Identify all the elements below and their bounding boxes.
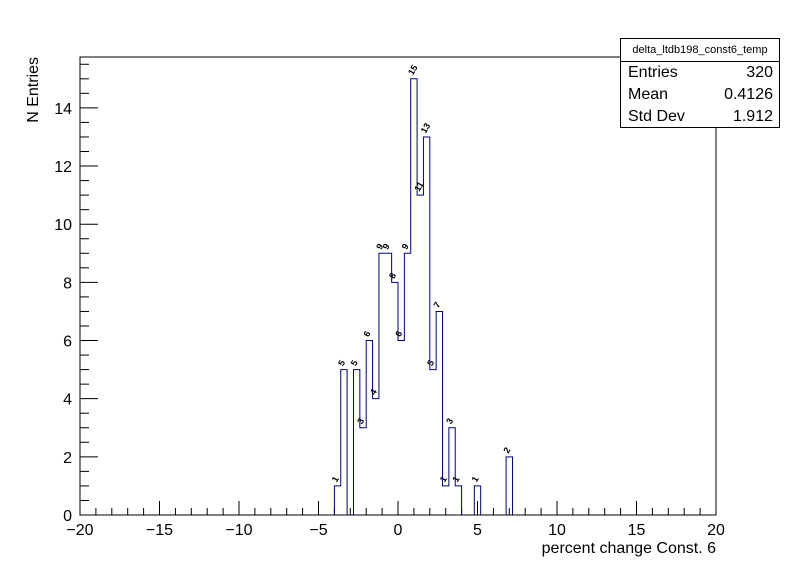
- stats-row-stddev: Std Dev 1.912: [621, 106, 779, 128]
- bin-count-label: 15: [406, 63, 420, 77]
- y-axis-title: N Entries: [25, 57, 42, 123]
- y-tick-label: 10: [54, 217, 72, 234]
- y-tick-label: 4: [63, 392, 72, 409]
- bin-count-label: 6: [361, 329, 372, 338]
- bin-count-label: 5: [336, 358, 347, 367]
- y-tick-labels: 0 2 4 6 8 10 12 14: [54, 101, 72, 525]
- y-tick-label: 0: [63, 508, 72, 525]
- y-tick-label: 12: [54, 159, 72, 176]
- histogram-outline: [333, 78, 513, 515]
- bin-count-label: 5: [349, 358, 360, 367]
- x-minor-ticks: [79, 501, 717, 515]
- bin-count-label: 1: [470, 475, 481, 484]
- y-minor-ticks: [80, 63, 98, 516]
- bin-count-label: 3: [444, 416, 455, 425]
- bin-count-label: 2: [501, 445, 512, 454]
- x-tick-label: −20: [66, 522, 93, 539]
- x-tick-label: 15: [628, 522, 646, 539]
- bin-count-label: 11: [412, 180, 425, 193]
- y-tick-label: 2: [63, 450, 72, 467]
- x-tick-label: 20: [707, 522, 725, 539]
- entries-label: Entries: [628, 64, 678, 81]
- stats-row-mean: Mean 0.4126: [621, 84, 779, 106]
- x-tick-label: −5: [309, 522, 327, 539]
- mean-value: 0.4126: [724, 86, 773, 103]
- bin-count-label: 9: [381, 242, 392, 251]
- x-tick-label: −15: [146, 522, 173, 539]
- x-tick-label: 10: [548, 522, 566, 539]
- x-axis-title: percent change Const. 6: [542, 540, 716, 557]
- bin-count-label: 5: [425, 358, 436, 367]
- bin-count-label: 6: [393, 329, 404, 338]
- stats-title: delta_ltdb198_const6_temp: [621, 39, 779, 62]
- stats-row-entries: Entries 320: [621, 62, 779, 84]
- mean-label: Mean: [628, 86, 669, 103]
- x-tick-label: 0: [394, 522, 403, 539]
- entries-value: 320: [746, 64, 773, 81]
- bin-count-label: 8: [387, 271, 398, 280]
- y-tick-label: 14: [54, 101, 72, 118]
- bin-count-label: 1: [330, 475, 341, 484]
- x-tick-label: −10: [225, 522, 252, 539]
- x-tick-labels: −20 −15 −10 −5 0 5 10 15 20: [66, 522, 725, 539]
- stddev-label: Std Dev: [628, 108, 685, 125]
- bin-count-label: 13: [419, 121, 433, 135]
- bin-count-label: 7: [431, 300, 442, 309]
- bin-count-label: 1: [450, 475, 461, 484]
- y-tick-label: 6: [63, 334, 72, 351]
- bin-count-label: 9: [400, 242, 411, 251]
- bin-count-label: 1: [438, 475, 449, 484]
- stats-box: delta_ltdb198_const6_temp Entries 320 Me…: [620, 38, 780, 128]
- bin-count-label: 4: [368, 387, 379, 396]
- y-tick-label: 8: [63, 275, 72, 292]
- x-tick-label: 5: [473, 522, 482, 539]
- bin-count-label: 9: [374, 242, 385, 251]
- stddev-value: 1.912: [732, 108, 773, 125]
- bin-count-label: 3: [355, 416, 366, 425]
